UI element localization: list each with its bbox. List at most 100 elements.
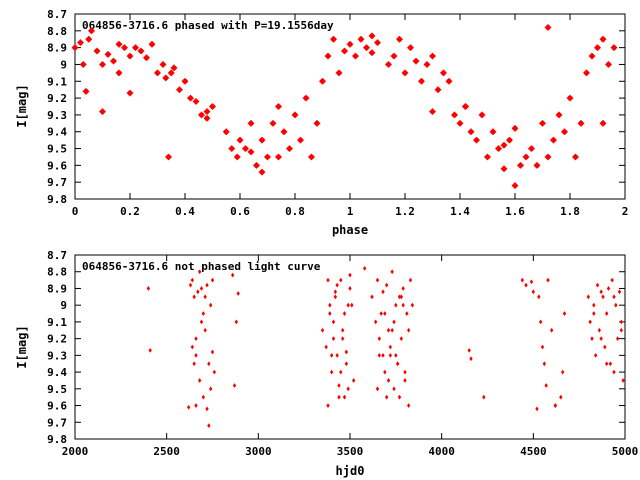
data-point <box>390 327 394 333</box>
data-point <box>410 302 415 308</box>
data-point <box>329 352 334 358</box>
data-point <box>357 36 365 43</box>
data-point <box>555 111 563 119</box>
data-point <box>467 128 475 135</box>
data-point <box>572 153 579 161</box>
data-point <box>264 153 271 161</box>
data-point <box>275 103 282 110</box>
data-point <box>397 394 402 400</box>
data-point <box>205 282 209 288</box>
data-point <box>342 311 347 316</box>
x-tick-label: 0 <box>72 205 79 218</box>
data-point <box>132 44 139 51</box>
data-point <box>82 88 90 95</box>
data-point <box>373 319 378 325</box>
data-point <box>586 294 591 300</box>
data-point <box>418 78 425 85</box>
data-point <box>592 302 596 308</box>
data-points <box>71 24 618 189</box>
data-point <box>539 120 546 127</box>
x-tick-label: 0.4 <box>175 205 195 218</box>
data-point <box>533 162 541 169</box>
data-point <box>599 36 607 43</box>
data-point <box>451 111 458 119</box>
data-point <box>392 319 396 325</box>
data-point <box>199 286 204 291</box>
data-point <box>429 52 436 60</box>
data-point <box>604 361 609 367</box>
data-point <box>566 94 574 102</box>
data-point <box>386 378 391 383</box>
data-point <box>407 44 414 51</box>
data-point <box>197 378 202 383</box>
data-point <box>146 286 151 291</box>
data-point <box>384 282 389 288</box>
data-point <box>595 282 600 288</box>
chart-title: 064856-3716.6 not phased light curve <box>82 260 321 273</box>
data-point <box>617 289 622 295</box>
data-point <box>234 153 241 161</box>
data-point <box>370 294 374 300</box>
data-point <box>85 36 92 43</box>
data-point <box>385 61 392 68</box>
data-point <box>423 61 431 68</box>
data-point <box>126 52 134 60</box>
data-point <box>511 182 519 189</box>
data-point <box>394 302 398 308</box>
data-point <box>608 361 613 367</box>
data-point <box>375 277 380 283</box>
data-point <box>529 279 534 285</box>
data-point <box>230 272 235 278</box>
data-point <box>542 361 547 367</box>
data-point <box>203 115 211 122</box>
y-tick-label: 9 <box>60 58 67 71</box>
axis-ticks: 0 0.2 0.4 0.6 0.8 1 1.2 1.4 1.6 1.8 2 8.7 8.8 8.9 9 9.1… <box>47 8 628 218</box>
data-point <box>412 57 420 65</box>
data-point <box>577 120 585 127</box>
x-tick-label: 2 <box>622 205 629 218</box>
data-point <box>203 327 207 333</box>
data-point <box>384 394 389 400</box>
data-point <box>333 294 338 300</box>
data-point <box>190 344 195 350</box>
data-point <box>383 369 387 375</box>
data-point <box>401 286 405 291</box>
data-point <box>592 311 596 316</box>
data-point <box>599 289 603 295</box>
data-point <box>258 136 266 144</box>
data-point <box>500 141 508 149</box>
data-point <box>375 386 380 392</box>
data-point <box>247 120 255 127</box>
data-point <box>297 136 304 144</box>
data-point <box>603 344 607 350</box>
data-point <box>615 336 620 342</box>
data-point <box>126 89 134 97</box>
data-point <box>506 136 513 144</box>
data-point <box>403 378 407 383</box>
data-point <box>386 327 391 333</box>
data-point <box>524 282 528 288</box>
data-point <box>93 47 101 55</box>
data-point <box>280 128 288 135</box>
data-point <box>328 311 332 316</box>
y-tick-label: 9.4 <box>47 126 67 139</box>
x-tick-label: 4500 <box>520 445 547 458</box>
data-point <box>159 61 167 68</box>
data-point <box>535 406 539 412</box>
x-tick-label: 0.6 <box>230 205 250 218</box>
data-point <box>456 120 464 127</box>
y-tick-label: 8.9 <box>47 282 67 295</box>
data-point <box>324 344 328 350</box>
data-point <box>621 378 625 383</box>
x-tick-label: 1.4 <box>450 205 470 218</box>
y-tick-label: 9.5 <box>47 143 67 156</box>
data-point <box>612 294 616 300</box>
data-point <box>588 52 596 60</box>
data-point <box>176 86 183 93</box>
data-point <box>115 41 123 48</box>
data-point <box>562 311 567 316</box>
y-tick-label: 9.2 <box>47 92 67 105</box>
data-point <box>561 128 568 135</box>
data-point <box>590 336 594 342</box>
data-point <box>186 404 191 410</box>
